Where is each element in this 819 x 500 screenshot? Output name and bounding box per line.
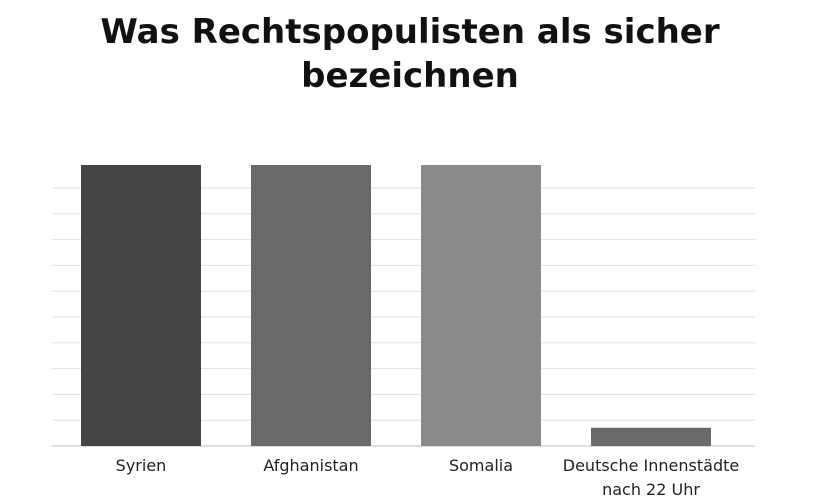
bar-1 <box>251 165 371 446</box>
bar-2 <box>421 165 541 446</box>
bars <box>81 165 711 446</box>
category-label-0: Syrien <box>116 456 167 475</box>
category-label-1: Afghanistan <box>263 456 358 475</box>
category-label-2: Somalia <box>449 456 513 475</box>
category-labels: Syrien Afghanistan Somalia Deutsche Innenst… <box>116 456 740 499</box>
category-label-3: Deutsche Innenstädte nach 22 Uhr <box>563 456 739 499</box>
bar-3 <box>591 427 711 446</box>
chart-title: Was Rechtspopulisten als sicher bezeichn… <box>100 12 720 96</box>
bar-0 <box>81 165 201 446</box>
